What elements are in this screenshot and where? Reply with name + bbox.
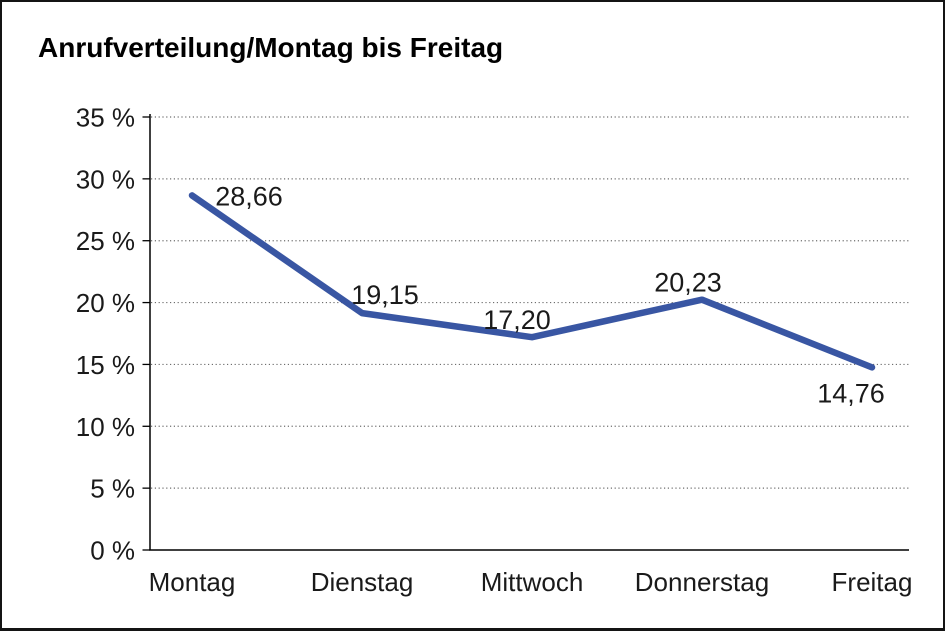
- y-tick-label: 0 %: [90, 536, 135, 566]
- data-point-label: 19,15: [351, 280, 419, 310]
- y-tick-label: 10 %: [76, 412, 135, 442]
- x-category-label: Donnerstag: [635, 567, 769, 597]
- x-category-label: Dienstag: [311, 567, 414, 597]
- y-tick-label: 25 %: [76, 226, 135, 256]
- data-point-label: 20,23: [654, 268, 722, 298]
- x-category-label: Montag: [149, 567, 236, 597]
- data-point-label: 14,76: [817, 378, 885, 408]
- data-point-label: 28,66: [215, 181, 283, 211]
- y-tick-label: 35 %: [76, 103, 135, 133]
- y-tick-label: 5 %: [90, 474, 135, 504]
- y-tick-label: 30 %: [76, 164, 135, 194]
- y-tick-label: 20 %: [76, 288, 135, 318]
- data-point-label: 17,20: [483, 305, 551, 335]
- x-category-label: Freitag: [832, 567, 913, 597]
- data-line: [188, 192, 876, 371]
- y-tick-label: 15 %: [76, 350, 135, 380]
- chart-title: Anrufverteilung/Montag bis Freitag: [38, 32, 504, 63]
- x-category-label: Mittwoch: [481, 567, 584, 597]
